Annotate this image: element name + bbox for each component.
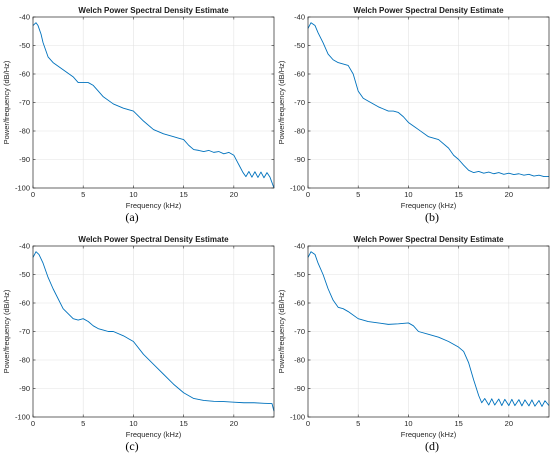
chart-title: Welch Power Spectral Density Estimate: [353, 6, 504, 15]
y-axis-label: Power/frequency (dB/Hz): [2, 60, 11, 144]
y-axis-label: Power/frequency (dB/Hz): [277, 289, 286, 373]
x-tick-label: 5: [356, 419, 360, 428]
y-tick-label: -90: [294, 155, 305, 164]
psd-series-line: [307, 22, 549, 178]
x-tick-label: 10: [129, 190, 137, 199]
x-tick-label: 20: [505, 190, 513, 199]
x-tick-label: 15: [454, 419, 462, 428]
psd-series-line: [32, 22, 275, 189]
x-axis-label: Frequency (kHz): [401, 201, 457, 210]
chart-title: Welch Power Spectral Density Estimate: [78, 6, 229, 15]
y-tick-label: -90: [294, 384, 305, 393]
y-tick-label: -50: [294, 270, 305, 279]
y-tick-label: -40: [294, 13, 305, 22]
y-tick-label: -70: [19, 327, 30, 336]
panel-label-c: (c): [125, 439, 139, 453]
x-tick-label: 15: [454, 190, 462, 199]
psd-panel-a: 0 5 10 15 20 -100 -90 -80 -70 -60 -50 -40 Welch Powe…: [0, 0, 275, 229]
y-tick-label: -60: [19, 70, 30, 79]
x-tick-label: 15: [179, 419, 187, 428]
y-tick-label: -100: [15, 184, 30, 193]
y-tick-label: -40: [19, 13, 30, 22]
y-tick-label: -40: [19, 242, 30, 251]
x-tick-label: 20: [230, 190, 238, 199]
x-tick-label: 5: [356, 190, 360, 199]
y-tick-label: -60: [19, 299, 30, 308]
x-axis-label: Frequency (kHz): [126, 201, 182, 210]
y-tick-label: -100: [290, 413, 305, 422]
x-tick-label: 0: [31, 190, 35, 199]
psd-series-line: [32, 251, 275, 412]
x-axis-label: Frequency (kHz): [401, 430, 457, 439]
y-tick-label: -90: [19, 384, 30, 393]
x-tick-label: 5: [81, 419, 85, 428]
y-tick-label: -100: [290, 184, 305, 193]
x-axis-label: Frequency (kHz): [126, 430, 182, 439]
y-tick-label: -70: [19, 98, 30, 107]
x-tick-label: 10: [404, 419, 412, 428]
chart-title: Welch Power Spectral Density Estimate: [78, 235, 229, 244]
y-tick-label: -50: [294, 41, 305, 50]
y-tick-label: -90: [19, 155, 30, 164]
psd-chart-c: 0 5 10 15 20 -100 -90 -80 -70 -60 -50 -40 Welch Powe…: [2, 235, 275, 439]
y-tick-label: -80: [19, 127, 30, 136]
x-tick-label: 5: [81, 190, 85, 199]
y-tick-label: -50: [19, 41, 30, 50]
y-tick-label: -50: [19, 270, 30, 279]
x-tick-label: 15: [179, 190, 187, 199]
y-tick-label: -40: [294, 242, 305, 251]
y-tick-label: -70: [294, 327, 305, 336]
x-tick-label: 20: [230, 419, 238, 428]
y-tick-label: -100: [15, 413, 30, 422]
x-tick-label: 0: [306, 419, 310, 428]
x-tick-label: 10: [404, 190, 412, 199]
x-tick-label: 0: [306, 190, 310, 199]
psd-series-line: [307, 251, 550, 407]
x-tick-label: 10: [129, 419, 137, 428]
psd-panel-b: 0 5 10 15 20 -100 -90 -80 -70 -60 -50 -40 Welch Powe…: [275, 0, 550, 229]
y-tick-label: -80: [19, 356, 30, 365]
psd-panel-d: 0 5 10 15 20 -100 -90 -80 -70 -60 -50 -40 Welch Powe…: [275, 229, 550, 458]
psd-panel-c: 0 5 10 15 20 -100 -90 -80 -70 -60 -50 -40 Welch Powe…: [0, 229, 275, 458]
y-axis-label: Power/frequency (dB/Hz): [277, 60, 286, 144]
y-tick-label: -60: [294, 70, 305, 79]
x-tick-label: 20: [505, 419, 513, 428]
y-tick-label: -80: [294, 127, 305, 136]
chart-title: Welch Power Spectral Density Estimate: [353, 235, 504, 244]
x-tick-label: 0: [31, 419, 35, 428]
panel-label-b: (b): [425, 210, 439, 224]
y-tick-label: -70: [294, 98, 305, 107]
panel-label-d: (d): [425, 439, 439, 453]
psd-chart-d: 0 5 10 15 20 -100 -90 -80 -70 -60 -50 -40 Welch Powe…: [277, 235, 550, 439]
panel-label-a: (a): [125, 210, 139, 224]
y-tick-label: -80: [294, 356, 305, 365]
psd-chart-b: 0 5 10 15 20 -100 -90 -80 -70 -60 -50 -40 Welch Powe…: [277, 6, 550, 210]
psd-chart-a: 0 5 10 15 20 -100 -90 -80 -70 -60 -50 -40 Welch Powe…: [2, 6, 275, 210]
y-axis-label: Power/frequency (dB/Hz): [2, 289, 11, 373]
y-tick-label: -60: [294, 299, 305, 308]
